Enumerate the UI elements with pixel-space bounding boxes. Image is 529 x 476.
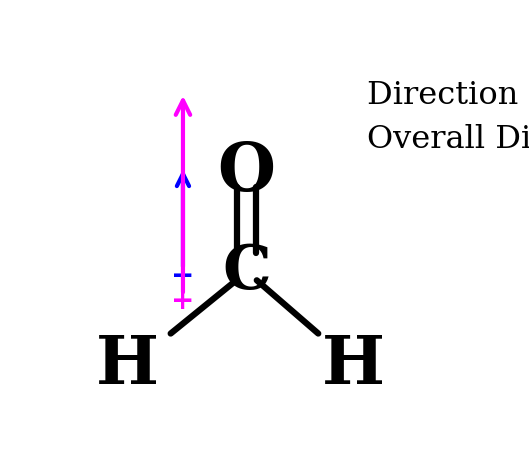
Text: H: H: [322, 333, 385, 397]
Text: H: H: [96, 333, 159, 397]
Text: Overall Dipole: Overall Dipole: [368, 124, 529, 155]
Text: Direction of: Direction of: [368, 80, 529, 111]
Text: +: +: [171, 261, 195, 289]
Text: O: O: [217, 140, 276, 205]
Text: +: +: [171, 287, 195, 315]
Text: C: C: [222, 242, 271, 301]
